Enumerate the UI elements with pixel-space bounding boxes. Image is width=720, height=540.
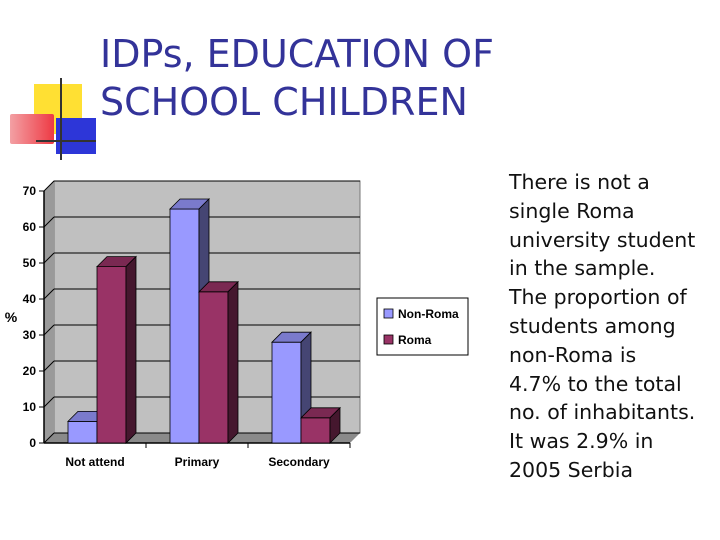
decor-blue-square	[56, 118, 96, 154]
decor-vertical-line	[60, 78, 62, 160]
gridline-depth	[43, 216, 55, 228]
y-tick-label: 70	[23, 184, 37, 198]
body-line: no. of inhabitants.	[509, 400, 696, 425]
y-tick-label: 50	[23, 256, 37, 270]
bar-chart: 0 10 20 30 40 50 60 70% Not attend Primary Seconda…	[5, 180, 469, 469]
x-category-label: Secondary	[268, 455, 330, 469]
x-category-label: Not attend	[65, 455, 124, 469]
body-line: There is not a	[509, 170, 650, 194]
slide-body-text: There is not a single Roma university st…	[509, 168, 714, 485]
y-tick-label: 30	[23, 328, 37, 342]
body-line: It was 2.9% in	[509, 429, 654, 454]
bar-front	[198, 291, 229, 444]
gridline-depth	[43, 360, 55, 372]
gridline-depth	[43, 180, 55, 192]
legend-box	[376, 297, 469, 356]
slide-title-line-2: SCHOOL CHILDREN	[100, 80, 468, 124]
decor-horizontal-line	[36, 140, 96, 142]
legend-label: Roma	[398, 333, 432, 347]
bar-front	[169, 208, 200, 444]
gridline-depth	[43, 288, 55, 300]
gridline-depth	[43, 396, 55, 408]
body-line: 2005 Serbia	[509, 457, 634, 482]
bar-front	[300, 417, 331, 444]
slide-title: IDPs, EDUCATION OF SCHOOL CHILDREN	[100, 30, 570, 126]
bar-front	[271, 341, 302, 444]
body-line: 4.7% to the total	[509, 371, 682, 396]
y-tick-label: 20	[23, 364, 37, 378]
bar-side	[125, 255, 137, 444]
gridline-depth	[43, 432, 55, 444]
bar-side	[329, 406, 341, 444]
x-category-label: Primary	[175, 455, 220, 469]
gridline-depth	[43, 252, 55, 264]
bar-side	[227, 280, 239, 444]
body-line: The proportion of	[509, 285, 687, 310]
body-line: students among	[509, 313, 676, 338]
body-line: non-Roma is	[509, 342, 637, 367]
legend-swatch	[383, 334, 394, 345]
body-line: single Roma	[509, 198, 635, 223]
y-tick-label: 0	[29, 436, 36, 450]
gridline-depth	[43, 324, 55, 336]
bar-front	[96, 266, 127, 444]
legend-label: Non-Roma	[398, 307, 459, 321]
slide-title-line-1: IDPs, EDUCATION OF	[100, 32, 494, 76]
y-tick-label: 40	[23, 292, 37, 306]
decor-red-bar	[10, 114, 54, 144]
plot-side-wall	[44, 181, 54, 443]
legend-swatch	[383, 308, 394, 319]
y-tick-label: 10	[23, 400, 37, 414]
y-tick-label: 60	[23, 220, 37, 234]
bar-front	[67, 420, 98, 444]
y-axis-title: %	[5, 309, 18, 325]
body-line: in the sample.	[509, 256, 656, 281]
body-line: university student	[509, 227, 696, 252]
